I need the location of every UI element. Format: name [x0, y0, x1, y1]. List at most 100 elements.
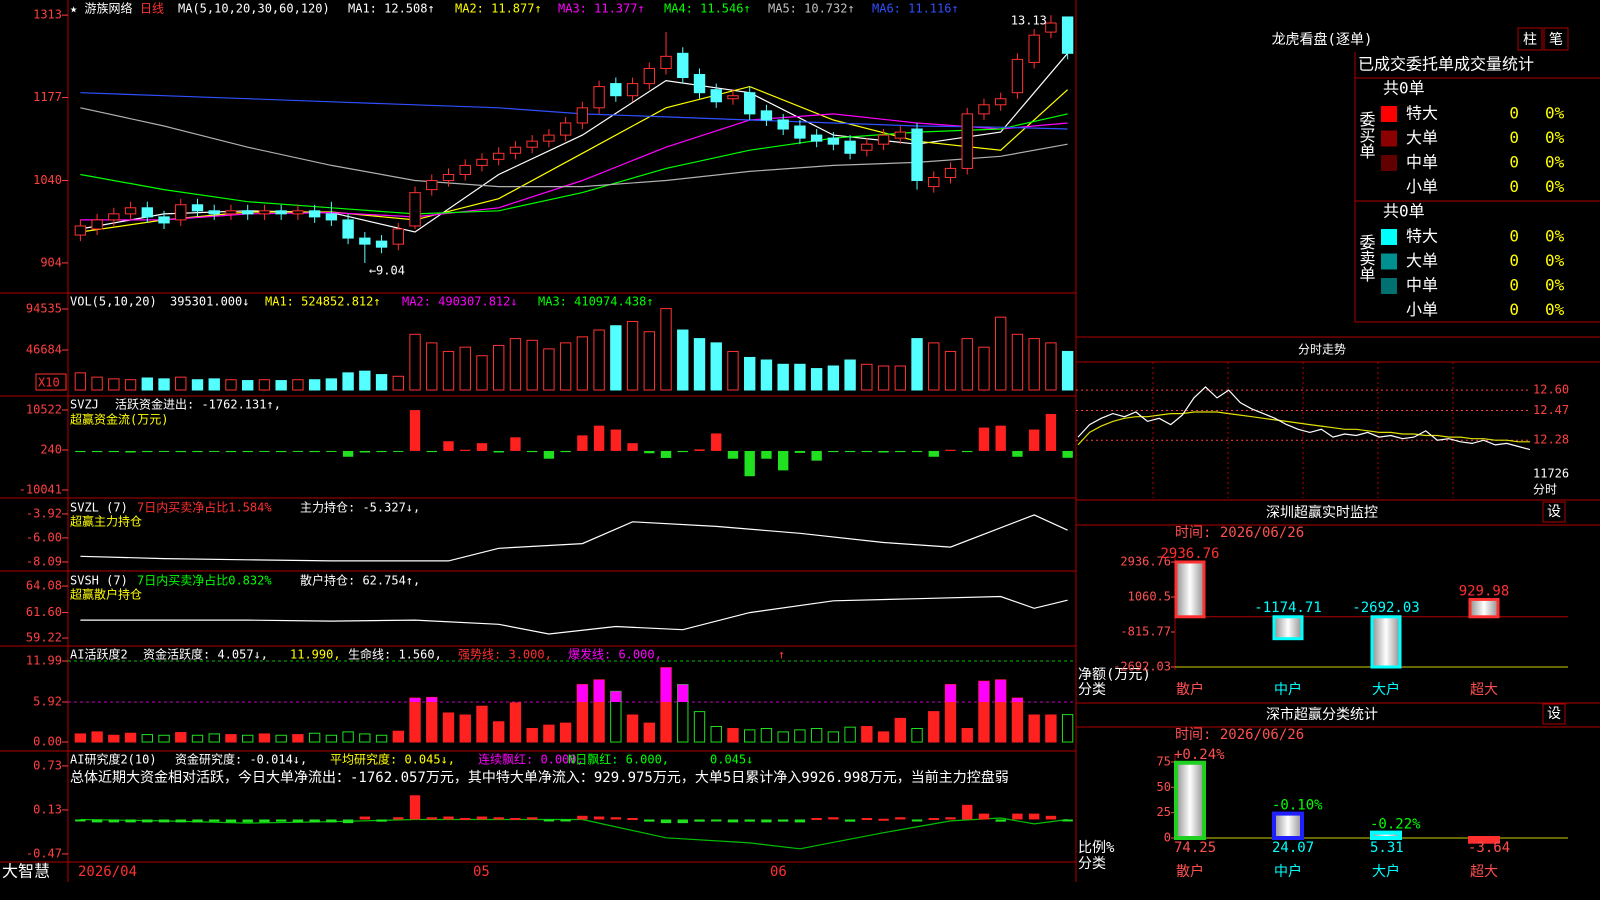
bar	[961, 728, 973, 743]
bar	[510, 437, 521, 451]
y-tick-label: 0.13	[33, 802, 62, 816]
volume-bar	[208, 378, 220, 391]
button-label[interactable]: 设	[1547, 504, 1561, 520]
volume-bar	[911, 338, 923, 391]
header-item: MA2: 11.877↑	[455, 2, 542, 16]
bar	[359, 733, 371, 743]
y-tick-label: 1060.5	[1128, 589, 1171, 603]
candle-body	[794, 125, 806, 139]
bar	[460, 449, 471, 451]
header-item: SVSH (7)	[70, 574, 128, 588]
bar	[861, 725, 873, 743]
bar	[727, 728, 739, 743]
header-item: 7日内买卖净占比0.832%	[137, 573, 272, 588]
bar	[426, 696, 438, 743]
candle-body	[1011, 58, 1024, 94]
bar	[259, 450, 270, 452]
bar	[443, 441, 454, 451]
bar	[158, 450, 170, 452]
candle-body	[961, 113, 973, 169]
bar	[493, 817, 504, 820]
candle-body	[677, 52, 689, 79]
candle-body	[526, 140, 538, 148]
candle-body	[744, 92, 756, 115]
bar-highlight	[945, 684, 956, 703]
bar-highlight	[978, 681, 990, 703]
bar	[409, 795, 421, 820]
y-tick-label: 61.60	[26, 605, 62, 619]
volume-bar	[961, 338, 973, 391]
bar	[928, 450, 939, 457]
y-tick-label: 1040	[33, 173, 62, 187]
bar	[861, 818, 873, 820]
y-tick-label: -3.92	[26, 506, 62, 520]
bar	[828, 817, 839, 820]
y-tick-label: 904	[40, 255, 62, 269]
bar	[292, 450, 304, 452]
row-pct: 0%	[1545, 300, 1565, 319]
candle-body	[225, 210, 237, 215]
header-item: ★ 游族网络	[70, 1, 132, 16]
header-item: N日飘红: 6.000,	[568, 752, 669, 767]
bar	[275, 450, 287, 453]
row-pct: 0%	[1545, 251, 1565, 270]
bar	[392, 730, 404, 743]
bar	[610, 429, 622, 451]
bar	[677, 450, 688, 453]
header-item: 日线	[140, 2, 164, 16]
bar	[693, 711, 706, 743]
bar-highlight	[426, 697, 437, 703]
volume-bar	[744, 356, 756, 391]
bar	[443, 816, 454, 820]
x-axis-label: 分类	[1078, 856, 1106, 872]
bar	[627, 818, 638, 820]
candle-body	[810, 134, 823, 142]
volume-bar	[978, 346, 990, 391]
x-tick-label: 大户	[1372, 863, 1400, 880]
value-label: 24.07	[1272, 840, 1314, 856]
button[interactable]	[1542, 703, 1566, 725]
bar	[1028, 714, 1040, 743]
y-tick-label: 240	[40, 443, 62, 457]
bar	[526, 728, 538, 743]
volume-bar	[626, 320, 639, 391]
volume-bar	[426, 342, 438, 391]
button-label[interactable]: 柱	[1523, 32, 1537, 48]
button[interactable]	[1543, 27, 1569, 51]
x-tick-label: 超大	[1470, 682, 1498, 698]
y-tick-label: 46684	[26, 342, 62, 356]
bar	[878, 450, 889, 453]
y-tick-label: 75	[1157, 755, 1171, 769]
bar	[810, 728, 823, 743]
candle-body	[576, 107, 589, 124]
row-name: 大单	[1406, 128, 1438, 147]
y-tick-label: 12.47	[1533, 403, 1569, 417]
volume-bar	[275, 380, 287, 391]
button-label[interactable]: 设	[1547, 706, 1561, 722]
candle-body	[827, 137, 840, 145]
value-label: -1174.71	[1254, 600, 1321, 616]
button[interactable]	[1517, 27, 1543, 51]
bar	[275, 734, 287, 743]
candle-body	[375, 240, 388, 248]
candle-body	[292, 210, 304, 215]
bar	[1045, 413, 1057, 451]
bar	[225, 819, 237, 823]
bar	[727, 450, 739, 459]
button-label[interactable]: 笔	[1549, 32, 1563, 48]
candle-body	[493, 152, 505, 160]
header-item: 395301.000↓	[170, 295, 249, 309]
candle-body	[660, 55, 672, 69]
bar	[225, 450, 237, 453]
bar-highlight	[660, 667, 672, 703]
bar	[526, 817, 538, 820]
button[interactable]	[1542, 501, 1566, 523]
x-axis-label: 分类	[1078, 682, 1106, 698]
bar	[777, 731, 789, 743]
bar	[175, 819, 186, 823]
unit-box	[35, 373, 67, 391]
bar	[493, 450, 504, 453]
bar	[945, 817, 956, 820]
x-tick-label: 散户	[1176, 681, 1204, 698]
y-tick-label: -2692.03	[1113, 660, 1171, 674]
